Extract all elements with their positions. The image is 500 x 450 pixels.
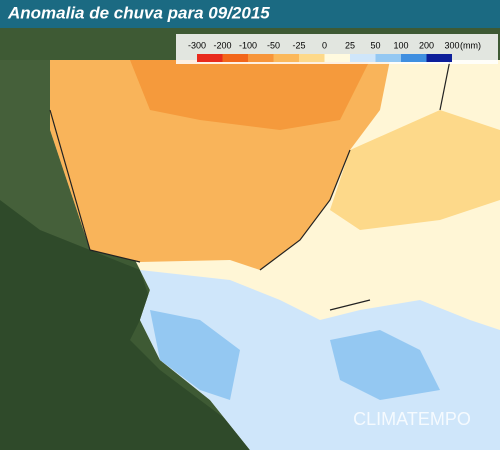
legend-tick-label: -25	[292, 40, 305, 50]
legend-tick-label: -50	[267, 40, 280, 50]
borders	[49, 59, 451, 311]
title: Anomalia de chuva para 09/2015	[7, 3, 270, 22]
legend-swatch	[401, 54, 427, 62]
legend-tick-label: 25	[345, 40, 355, 50]
terrain-north	[0, 60, 90, 250]
legend-tick-label: -300	[188, 40, 206, 50]
legend-swatch	[426, 54, 452, 62]
legend-tick-label: 100	[393, 40, 408, 50]
region-light-blue	[140, 270, 500, 450]
legend-swatch	[375, 54, 401, 62]
legend-swatch	[248, 54, 274, 62]
legend-tick-label: 300	[444, 40, 459, 50]
legend-swatch	[197, 54, 223, 62]
region-blue	[150, 310, 440, 400]
watermark: CLIMATEMPO	[353, 409, 471, 429]
legend-swatch	[350, 54, 376, 62]
legend: -300 -200 -100 -50 -25 0 25 50 100 200 300 (mm)	[188, 40, 481, 62]
legend-tick-label: 200	[419, 40, 434, 50]
title-bar	[0, 0, 500, 28]
legend-tick-label: 50	[370, 40, 380, 50]
legend-tick-label: -200	[213, 40, 231, 50]
region-yellow	[330, 110, 500, 230]
legend-swatch	[324, 54, 350, 62]
legend-swatch	[273, 54, 299, 62]
legend-swatch	[222, 54, 248, 62]
terrain	[0, 120, 260, 450]
legend-swatch	[299, 54, 325, 62]
legend-unit: (mm)	[460, 40, 481, 50]
region-dark-orange	[130, 60, 370, 130]
legend-tick-label: -100	[239, 40, 257, 50]
legend-tick-label: 0	[322, 40, 327, 50]
